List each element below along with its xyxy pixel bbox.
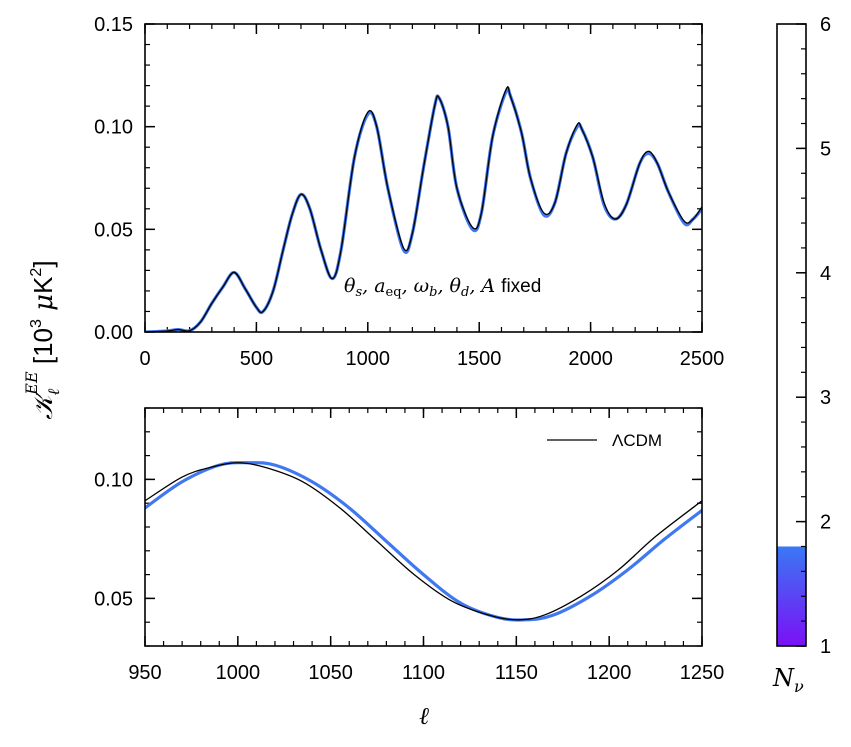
y-tick-label: 0.00	[94, 322, 133, 344]
y-tick-label: 0.10	[94, 117, 133, 139]
top-panel: 0 500 1000 1500 2000 2500 0.00 0.05 0.10 0.15 θs,…	[94, 14, 724, 370]
legend: ΛCDM	[547, 431, 662, 450]
colorbar-frame	[776, 23, 807, 647]
top-annotation: θs, aeq, ωb, θd, A fixed	[344, 275, 541, 300]
top-axes-frame	[144, 23, 703, 333]
y-tick-label: 0.10	[94, 469, 133, 491]
x-tick-label: 1200	[587, 662, 632, 684]
top-ticks: 0 500 1000 1500 2000 2500 0.00 0.05 0.10 0.15	[94, 14, 724, 370]
x-tick-label: 1050	[308, 662, 353, 684]
svg-text:𝒦ℓEE [103 μK2]: 𝒦ℓEE [103 μK2]	[22, 260, 63, 419]
bottom-axes-frame	[144, 407, 703, 647]
bottom-panel: 950 1000 1050 1100 1150 1200 1250 0.05 0.10 ΛCDM…	[94, 407, 725, 730]
legend-label-lcdm: ΛCDM	[612, 431, 662, 450]
y-axis-label: 𝒦ℓEE [103 μK2]	[22, 260, 63, 419]
colorbar-ticks: 1 2 3 4 5 6	[796, 14, 831, 658]
x-tick-label: 1250	[680, 662, 725, 684]
bottom-lines	[145, 461, 702, 622]
y-tick-label: 0.05	[94, 219, 133, 241]
x-tick-label: 1150	[495, 662, 538, 684]
colorbar-tick-label: 3	[820, 387, 831, 409]
y-tick-label: 0.15	[94, 14, 133, 36]
colorbar-tick-label: 1	[820, 636, 831, 658]
x-tick-label: 2000	[568, 348, 613, 370]
x-axis-label: ℓ	[419, 702, 429, 730]
x-tick-label: 1100	[402, 662, 445, 684]
y-tick-label: 0.05	[94, 588, 133, 610]
x-tick-label: 0	[139, 348, 150, 370]
x-tick-label: 1000	[216, 662, 261, 684]
x-tick-label: 2500	[680, 348, 725, 370]
colorbar-tick-label: 2	[820, 512, 831, 534]
colorbar-tick-label: 5	[820, 138, 831, 160]
x-tick-label: 1000	[346, 348, 391, 370]
x-tick-label: 500	[240, 348, 273, 370]
x-tick-label: 1500	[457, 348, 502, 370]
colorbar-tick-label: 6	[820, 14, 831, 36]
series-line-blue	[145, 461, 702, 622]
colorbar-tick-label: 4	[820, 263, 831, 285]
series-line-lcdm	[145, 462, 702, 621]
series-line-lcdm	[145, 86, 702, 332]
colorbar: 1 2 3 4 5 6 Nν	[772, 14, 831, 696]
x-tick-label: 950	[128, 662, 161, 684]
colorbar-label: Nν	[772, 664, 804, 696]
top-lines	[145, 86, 702, 332]
bottom-ticks: 950 1000 1050 1100 1150 1200 1250 0.05 0.10	[94, 407, 725, 684]
